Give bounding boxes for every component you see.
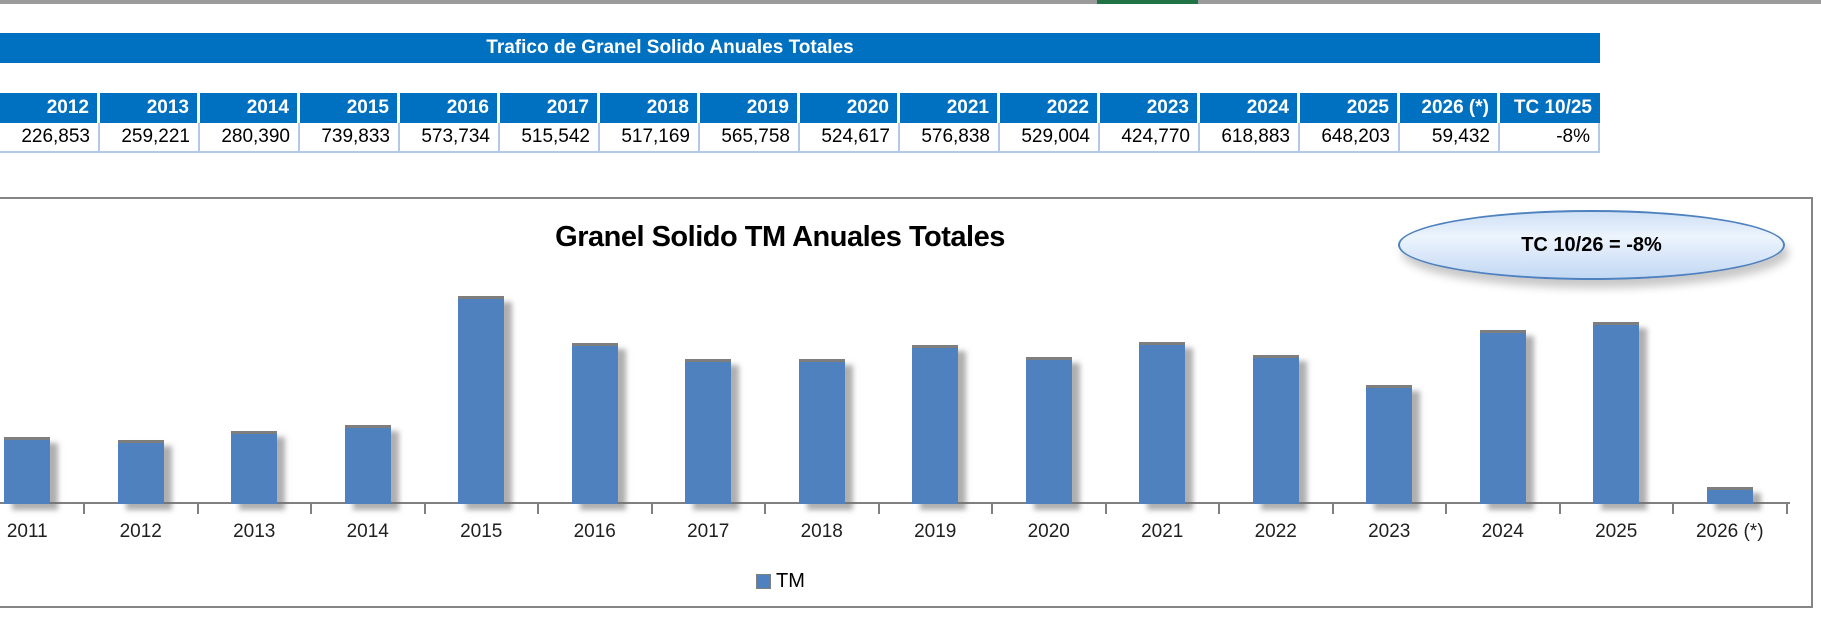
x-axis-label: 2026 (*) (1695, 521, 1764, 542)
table-value-cell[interactable]: 59,432 (1400, 123, 1500, 153)
x-axis-tick (877, 502, 880, 514)
x-axis-label: 2012 (119, 521, 162, 542)
x-axis-label: 2019 (914, 521, 957, 542)
report-title-bar: Trafico de Granel Solido Anuales Totales (0, 33, 1600, 63)
chart-plot-area: 2011 2012 2013 2014 2015 2016 2017 2018 2019 2020… (0, 199, 1810, 604)
x-axis-label: 2024 (1481, 521, 1524, 542)
table-header-cell[interactable]: 2020 (800, 93, 900, 123)
table-header-cell[interactable]: 2015 (300, 93, 400, 123)
bar-2013[interactable] (231, 431, 278, 504)
x-axis-tick (1445, 502, 1447, 514)
x-axis-label: 2013 (233, 521, 276, 542)
bar-2026[interactable] (1706, 487, 1753, 504)
table-header-cell[interactable]: 2017 (500, 93, 600, 123)
table-value-cell[interactable]: 573,734 (400, 123, 500, 153)
x-axis-label: 2021 (1141, 521, 1184, 542)
table-value-cell[interactable]: 524,617 (800, 123, 900, 153)
table-value-cell[interactable]: 576,838 (900, 123, 1000, 153)
table-value-cell[interactable]: 515,542 (500, 123, 600, 153)
table-header-row: 2012 2013 2014 2015 2016 2017 2018 2019 2020 2021… (0, 93, 1600, 123)
chart-legend[interactable]: TM (756, 570, 805, 592)
report-title: Trafico de Granel Solido Anuales Totales (486, 37, 854, 58)
x-axis-tick (991, 502, 993, 514)
table-value-cell[interactable]: 517,169 (600, 123, 700, 153)
bar-2015[interactable] (458, 296, 505, 504)
x-axis-line (0, 502, 1790, 504)
bar-2022[interactable] (1252, 355, 1299, 504)
x-axis-tick (423, 502, 426, 514)
legend-marker-tm (756, 573, 771, 589)
bar-2023[interactable] (1366, 385, 1413, 504)
x-axis-label: 2014 (346, 521, 389, 542)
x-axis-label: 2015 (460, 521, 503, 542)
bar-2012[interactable] (117, 440, 164, 504)
x-axis-tick (1785, 502, 1788, 514)
table-data-row: 226,853 259,221 280,390 739,833 573,734 515,5… (0, 123, 1600, 153)
table-value-cell[interactable]: 565,758 (700, 123, 800, 153)
table-value-cell[interactable]: 648,203 (1300, 123, 1400, 153)
x-axis-label: 2017 (687, 521, 730, 542)
bar-chart[interactable]: Granel Solido TM Anuales Totales TC 10/2… (0, 197, 1813, 608)
bar-2020[interactable] (1025, 357, 1072, 504)
bar-2024[interactable] (1479, 330, 1526, 504)
table-header-cell[interactable]: 2025 (1300, 93, 1400, 123)
bar-2017[interactable] (685, 359, 732, 504)
x-axis-tick (537, 502, 539, 514)
x-axis-tick (310, 502, 312, 514)
x-axis-label: 2011 (6, 521, 48, 542)
bar-2016[interactable] (571, 343, 618, 504)
table-header-cell[interactable]: 2026 (*) (1400, 93, 1500, 123)
x-axis-label: 2016 (573, 521, 616, 542)
x-axis-tick (764, 502, 766, 514)
table-value-cell[interactable]: 424,770 (1100, 123, 1200, 153)
bar-2019[interactable] (912, 345, 959, 504)
x-axis-tick (1331, 502, 1334, 514)
x-axis-tick (650, 502, 653, 514)
bar-2021[interactable] (1139, 342, 1186, 504)
x-axis-tick (83, 502, 85, 514)
table-value-cell[interactable]: 739,833 (300, 123, 400, 153)
x-axis-label: 2022 (1254, 521, 1297, 542)
annual-totals-table: 2012 2013 2014 2015 2016 2017 2018 2019 2020 2021… (0, 93, 1600, 153)
table-value-cell[interactable]: 226,853 (0, 123, 100, 153)
table-header-cell[interactable]: 2019 (700, 93, 800, 123)
x-axis-label: 2018 (800, 521, 843, 542)
x-axis-tick (1218, 502, 1220, 514)
table-value-cell[interactable]: 280,390 (200, 123, 300, 153)
table-header-cell[interactable]: 2024 (1200, 93, 1300, 123)
sheet-tab-indicator[interactable] (1097, 0, 1198, 4)
chart-title: Granel Solido TM Anuales Totales (555, 221, 1005, 253)
x-axis-label: 2023 (1368, 521, 1411, 542)
bar-2014[interactable] (344, 425, 391, 504)
bar-2025[interactable] (1593, 322, 1640, 504)
table-header-cell[interactable]: TC 10/25 (1500, 93, 1600, 123)
table-header-cell[interactable]: 2022 (1000, 93, 1100, 123)
x-axis-tick (196, 502, 199, 514)
bar-2018[interactable] (798, 359, 845, 504)
table-header-cell[interactable]: 2013 (100, 93, 200, 123)
table-value-cell[interactable]: 259,221 (100, 123, 200, 153)
table-header-cell[interactable]: 2021 (900, 93, 1000, 123)
tc-callout-oval[interactable]: TC 10/26 = -8% (1398, 210, 1785, 280)
table-value-cell[interactable]: -8% (1500, 123, 1600, 153)
table-header-cell[interactable]: 2018 (600, 93, 700, 123)
table-header-cell[interactable]: 2023 (1100, 93, 1200, 123)
x-axis-tick (1104, 502, 1107, 514)
window-top-strip (0, 0, 1821, 4)
bar-2011[interactable] (4, 437, 51, 504)
x-axis-tick (1558, 502, 1561, 514)
table-header-cell[interactable]: 2012 (0, 93, 100, 123)
x-axis-label: 2020 (1027, 521, 1070, 542)
x-axis-label: 2025 (1595, 521, 1638, 542)
table-header-cell[interactable]: 2014 (200, 93, 300, 123)
table-value-cell[interactable]: 618,883 (1200, 123, 1300, 153)
tc-callout-text: TC 10/26 = -8% (1521, 233, 1662, 256)
table-header-cell[interactable]: 2016 (400, 93, 500, 123)
legend-label-tm: TM (776, 569, 805, 592)
x-axis-tick (1672, 502, 1674, 514)
table-value-cell[interactable]: 529,004 (1000, 123, 1100, 153)
